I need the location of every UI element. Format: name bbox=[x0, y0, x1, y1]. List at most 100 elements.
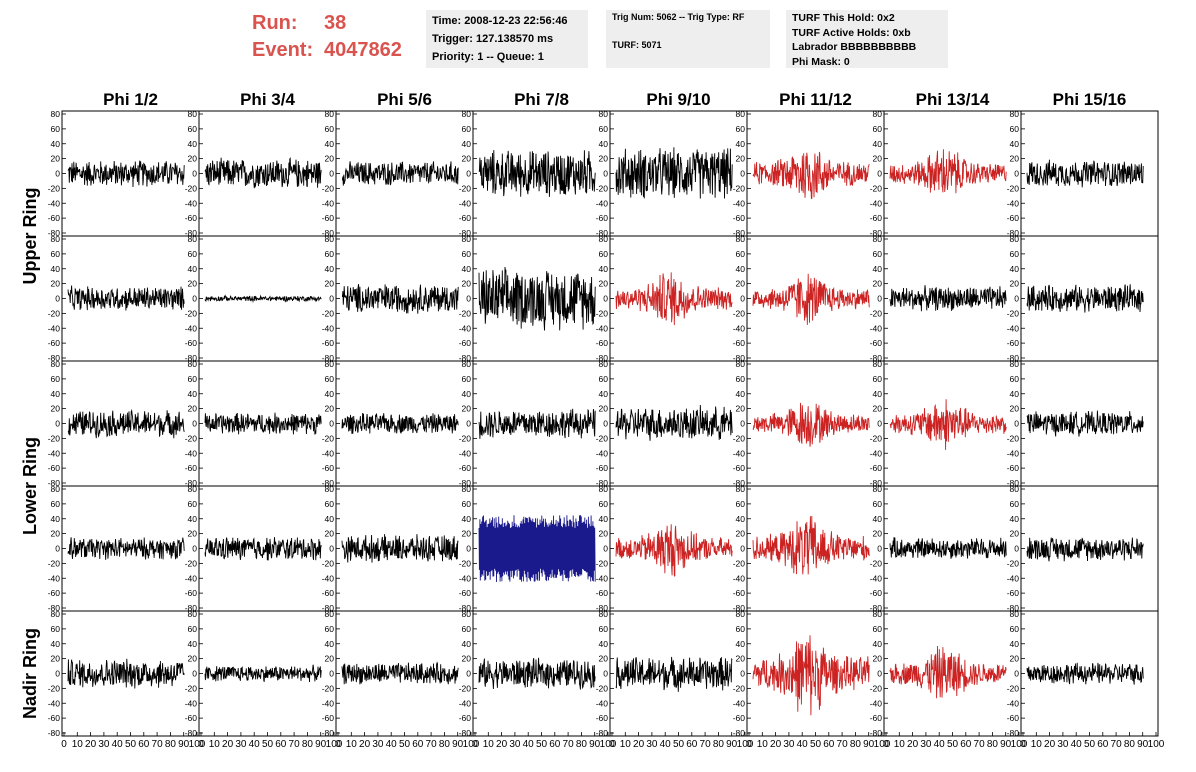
y-tick-label-r1-c2-7: -60 bbox=[185, 213, 198, 223]
x-tick-label-c5-9: 90 bbox=[726, 739, 738, 750]
y-tick-label-r4-c5-1: 60 bbox=[599, 499, 609, 509]
y-tick-label-r2-c7-7: -60 bbox=[870, 338, 883, 348]
y-tick-label-r5-c3-8: -80 bbox=[322, 728, 335, 738]
x-tick-label-c5-3: 30 bbox=[646, 739, 658, 750]
y-tick-label-r3-c4-3: 20 bbox=[462, 404, 472, 414]
y-tick-label-r4-c2-6: -40 bbox=[185, 573, 198, 583]
row-label-3: Nadir Ring bbox=[20, 628, 40, 719]
turf-info-box: TURF This Hold: 0x2 TURF Active Holds: 0… bbox=[786, 10, 948, 68]
y-tick-label-r1-c5-4: 0 bbox=[603, 169, 608, 179]
y-tick-label-r3-c4-5: -20 bbox=[459, 433, 472, 443]
y-tick-label-r1-c1-7: -60 bbox=[48, 213, 61, 223]
y-tick-label-r5-c1-6: -40 bbox=[48, 698, 61, 708]
y-tick-label-r4-c5-6: -40 bbox=[596, 573, 609, 583]
y-tick-label-r1-c4-4: 0 bbox=[466, 169, 471, 179]
waveform-r2-c7 bbox=[889, 285, 1007, 312]
y-tick-label-r2-c7-5: -20 bbox=[870, 308, 883, 318]
y-tick-label-r5-c2-8: -80 bbox=[185, 728, 198, 738]
y-tick-label-r2-c8-1: 60 bbox=[1010, 249, 1020, 259]
y-tick-label-r4-c2-1: 60 bbox=[188, 499, 198, 509]
y-tick-label-r4-c4-5: -20 bbox=[459, 558, 472, 568]
y-tick-label-r3-c5-1: 60 bbox=[599, 374, 609, 384]
y-tick-label-r2-c2-0: 80 bbox=[188, 234, 198, 244]
y-tick-label-r5-c4-8: -80 bbox=[459, 728, 472, 738]
y-tick-label-r4-c2-4: 0 bbox=[192, 544, 197, 554]
x-tick-label-c3-0: 0 bbox=[335, 739, 341, 750]
y-tick-label-r2-c4-5: -20 bbox=[459, 308, 472, 318]
y-tick-label-r4-c6-5: -20 bbox=[733, 558, 746, 568]
y-tick-label-r2-c3-7: -60 bbox=[322, 338, 335, 348]
x-tick-label-c2-4: 40 bbox=[249, 739, 261, 750]
x-tick-label-c4-7: 70 bbox=[563, 739, 575, 750]
y-tick-label-r2-c6-6: -40 bbox=[733, 323, 746, 333]
y-tick-label-r2-c8-0: 80 bbox=[1010, 234, 1020, 244]
y-tick-label-r3-c7-3: 20 bbox=[873, 404, 883, 414]
y-tick-label-r4-c8-3: 20 bbox=[1010, 529, 1020, 539]
y-tick-label-r5-c7-5: -20 bbox=[870, 683, 883, 693]
y-tick-label-r1-c8-3: 20 bbox=[1010, 154, 1020, 164]
y-tick-label-r3-c5-3: 20 bbox=[599, 404, 609, 414]
waveform-r5-c7 bbox=[889, 645, 1007, 699]
y-tick-label-r4-c2-2: 40 bbox=[188, 514, 198, 524]
x-tick-label-c5-7: 70 bbox=[700, 739, 712, 750]
y-tick-label-r2-c5-7: -60 bbox=[596, 338, 609, 348]
y-tick-label-r4-c6-3: 20 bbox=[736, 529, 746, 539]
waveform-r5-c4 bbox=[478, 657, 596, 690]
y-tick-label-r3-c6-2: 40 bbox=[736, 389, 746, 399]
y-tick-label-r5-c8-4: 0 bbox=[1014, 669, 1019, 679]
x-tick-label-c1-3: 30 bbox=[98, 739, 110, 750]
waveform-r4-c4 bbox=[478, 515, 596, 583]
x-tick-label-c3-4: 40 bbox=[386, 739, 398, 750]
waveform-r4-c5 bbox=[615, 524, 733, 577]
y-tick-label-r5-c5-1: 60 bbox=[599, 624, 609, 634]
y-tick-label-r1-c5-6: -40 bbox=[596, 198, 609, 208]
y-tick-label-r2-c4-2: 40 bbox=[462, 264, 472, 274]
x-tick-label-c5-5: 50 bbox=[673, 739, 685, 750]
y-tick-label-r4-c3-3: 20 bbox=[325, 529, 335, 539]
y-tick-label-r2-c6-7: -60 bbox=[733, 338, 746, 348]
y-tick-label-r1-c4-1: 60 bbox=[462, 124, 472, 134]
y-tick-label-r3-c5-7: -60 bbox=[596, 463, 609, 473]
x-tick-label-c3-5: 50 bbox=[399, 739, 411, 750]
y-tick-label-r5-c8-0: 80 bbox=[1010, 609, 1020, 619]
x-tick-label-c2-3: 30 bbox=[235, 739, 247, 750]
y-tick-label-r1-c8-0: 80 bbox=[1010, 109, 1020, 119]
column-header-7: Phi 13/14 bbox=[916, 90, 990, 109]
y-tick-label-r3-c5-0: 80 bbox=[599, 359, 609, 369]
y-tick-label-r3-c6-3: 20 bbox=[736, 404, 746, 414]
x-tick-label-c7-3: 30 bbox=[920, 739, 932, 750]
y-tick-label-r2-c1-4: 0 bbox=[55, 294, 60, 304]
y-tick-label-r5-c2-0: 80 bbox=[188, 609, 198, 619]
y-tick-label-r5-c7-1: 60 bbox=[873, 624, 883, 634]
y-tick-label-r5-c1-8: -80 bbox=[48, 728, 61, 738]
x-tick-label-c2-7: 70 bbox=[289, 739, 301, 750]
y-tick-label-r2-c4-8: -80 bbox=[459, 353, 472, 363]
waveform-r3-c1 bbox=[67, 409, 185, 439]
y-tick-label-r4-c1-3: 20 bbox=[51, 529, 61, 539]
x-tick-label-c8-7: 70 bbox=[1111, 739, 1123, 750]
y-tick-label-r3-c7-0: 80 bbox=[873, 359, 883, 369]
y-tick-label-r1-c8-2: 40 bbox=[1010, 139, 1020, 149]
x-tick-label-c8-8: 80 bbox=[1124, 739, 1136, 750]
y-tick-label-r3-c3-2: 40 bbox=[325, 389, 335, 399]
y-tick-label-r4-c2-8: -80 bbox=[185, 603, 198, 613]
run-event-box: Run: 38 Event: 4047862 bbox=[252, 10, 402, 64]
y-tick-label-r4-c6-8: -80 bbox=[733, 603, 746, 613]
y-tick-label-r5-c4-3: 20 bbox=[462, 654, 472, 664]
waveform-r1-c2 bbox=[204, 157, 322, 189]
y-tick-label-r4-c5-0: 80 bbox=[599, 484, 609, 494]
y-tick-label-r4-c8-8: -80 bbox=[1007, 603, 1020, 613]
x-tick-label-c3-2: 20 bbox=[359, 739, 371, 750]
waveform-r4-c8 bbox=[1026, 537, 1144, 562]
y-tick-label-r2-c1-2: 40 bbox=[51, 264, 61, 274]
waveform-r4-c6 bbox=[752, 515, 870, 575]
y-tick-label-r3-c8-5: -20 bbox=[1007, 433, 1020, 443]
waveform-r2-c1 bbox=[67, 285, 185, 311]
y-tick-label-r1-c1-6: -40 bbox=[48, 198, 61, 208]
y-tick-label-r4-c3-6: -40 bbox=[322, 573, 335, 583]
y-tick-label-r4-c6-6: -40 bbox=[733, 573, 746, 583]
y-tick-label-r5-c5-0: 80 bbox=[599, 609, 609, 619]
y-tick-label-r4-c5-7: -60 bbox=[596, 588, 609, 598]
y-tick-label-r2-c1-1: 60 bbox=[51, 249, 61, 259]
y-tick-label-r2-c8-5: -20 bbox=[1007, 308, 1020, 318]
